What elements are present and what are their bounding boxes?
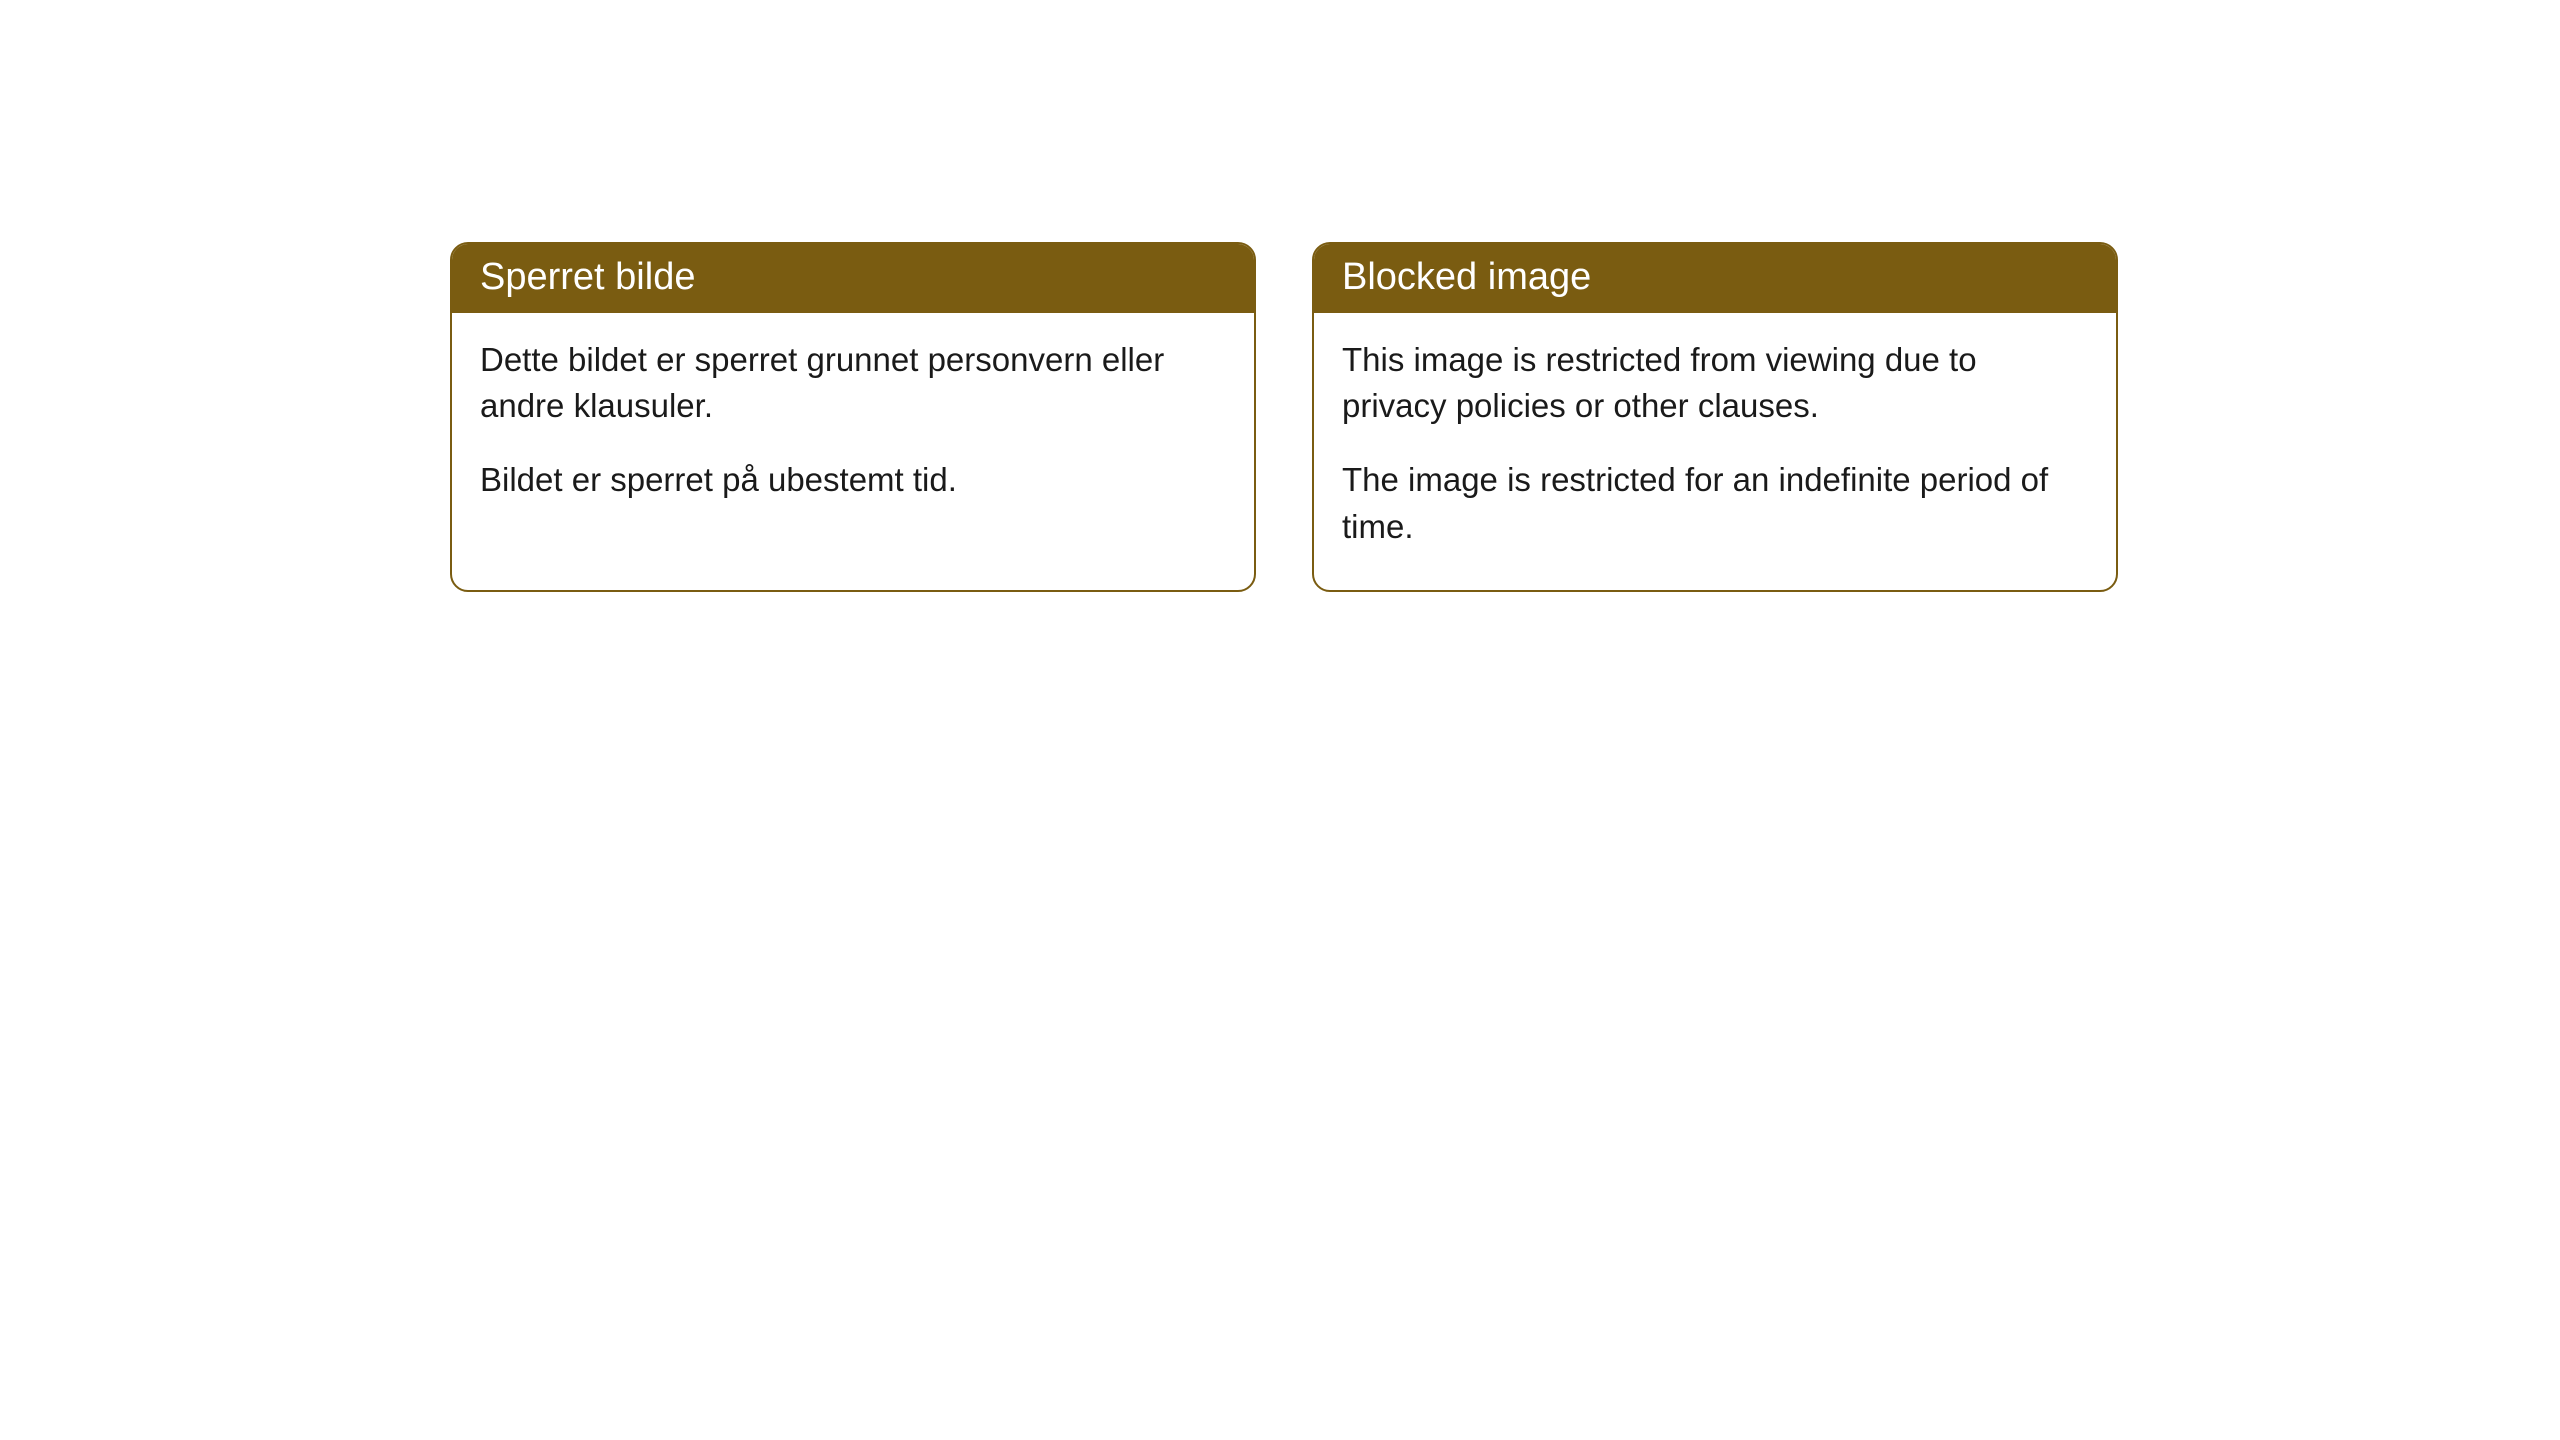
card-paragraph-no-2: Bildet er sperret på ubestemt tid. <box>480 457 1226 503</box>
cards-container: Sperret bilde Dette bildet er sperret gr… <box>0 0 2560 592</box>
card-paragraph-en-2: The image is restricted for an indefinit… <box>1342 457 2088 549</box>
card-paragraph-en-1: This image is restricted from viewing du… <box>1342 337 2088 429</box>
card-body-no: Dette bildet er sperret grunnet personve… <box>452 313 1254 544</box>
blocked-image-card-no: Sperret bilde Dette bildet er sperret gr… <box>450 242 1256 592</box>
card-paragraph-no-1: Dette bildet er sperret grunnet personve… <box>480 337 1226 429</box>
blocked-image-card-en: Blocked image This image is restricted f… <box>1312 242 2118 592</box>
card-header-no: Sperret bilde <box>452 244 1254 313</box>
card-body-en: This image is restricted from viewing du… <box>1314 313 2116 590</box>
card-header-en: Blocked image <box>1314 244 2116 313</box>
